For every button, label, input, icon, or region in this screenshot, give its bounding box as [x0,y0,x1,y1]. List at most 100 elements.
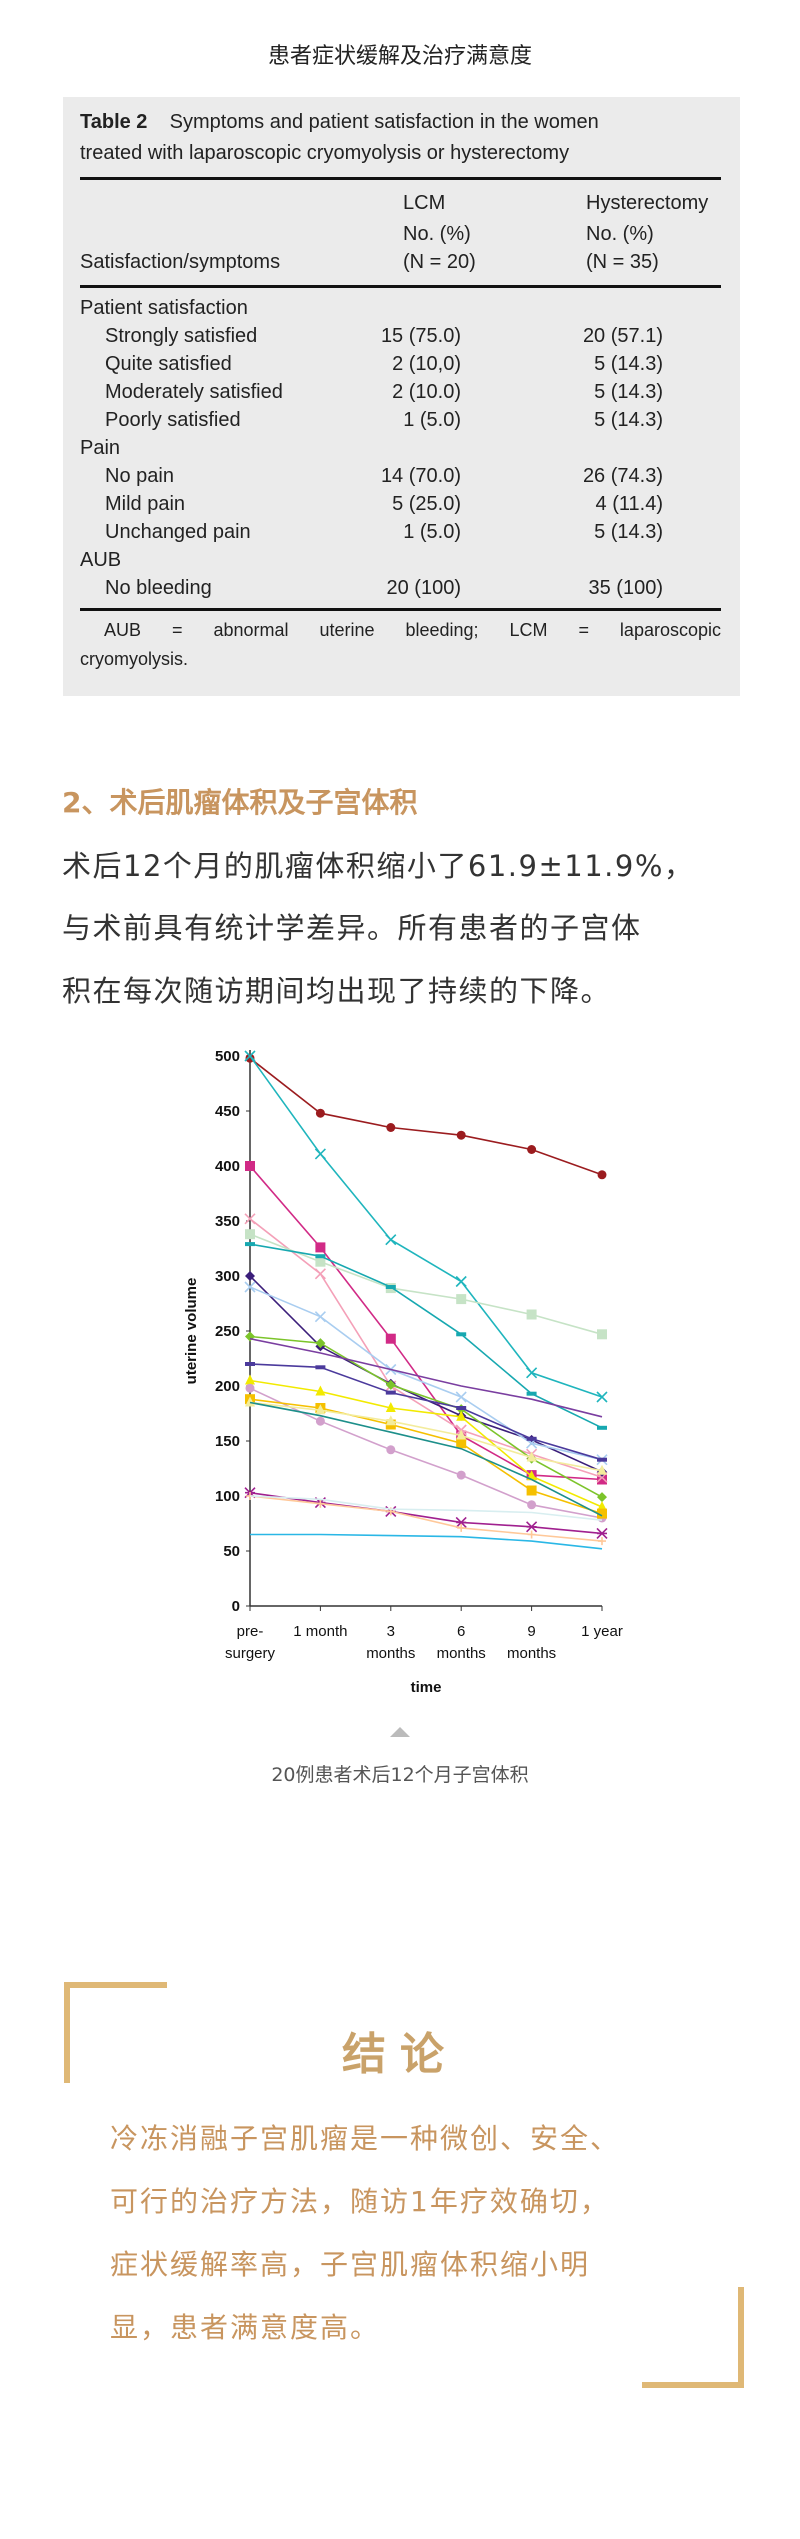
series-line [249,1401,603,1517]
conclusion-title: 结论 [342,2029,458,2080]
body-line: 积在每次随访期间均出现了持续的下降。 [62,974,612,1008]
series-line [249,1165,603,1481]
data-point [244,1213,256,1225]
data-point [314,1311,326,1323]
data-point [385,1234,397,1246]
series-line [249,1233,603,1336]
data-point [385,1415,396,1426]
data-point [385,1402,396,1412]
table-footnote-line2: cryomyolysis. [80,649,189,669]
series-line [249,1218,603,1479]
data-point [315,1365,326,1370]
x-axis-label: time [411,1679,442,1696]
table-cell-lcm: 2 (10.0) [392,381,461,403]
y-tick-label: 200 [215,1378,240,1395]
y-axis-label: uterine volume [183,1278,200,1385]
series-line [249,1286,603,1461]
data-point [456,1130,466,1140]
table-cell-hyst: 5 (14.3) [594,353,663,375]
table-2: Table 2 Symptoms and patient satisfactio… [63,97,740,696]
data-point [245,1242,255,1247]
data-point [385,1333,396,1344]
table-cell-hyst: 35 (100) [588,577,664,599]
table-cell-hyst: 20 (57.1) [582,325,663,347]
section-heading: 2、术后肌瘤体积及子宫体积 [62,786,418,819]
data-point [597,1492,607,1503]
data-point [456,1429,467,1440]
lcm-header-unit: No. (%) [403,223,471,245]
data-point [526,1309,537,1320]
y-tick-label: 250 [215,1323,240,1340]
data-point [455,1516,467,1528]
table-row-label: Unchanged pain [105,521,251,543]
conclusion-line: 显，患者满意度高。 [110,2311,381,2344]
bracket-top-left [64,1982,167,1988]
data-point [385,1285,396,1289]
table-cell-hyst: 5 (14.3) [594,381,663,403]
data-point [526,1521,538,1533]
series-line [249,1387,603,1519]
table-row-label: Mild pain [105,493,186,515]
data-point [527,1530,536,1539]
x-tick-label: 1 year [581,1623,623,1640]
x-tick-label: 1 month [293,1623,347,1640]
data-point [315,1416,325,1426]
data-point [315,1254,326,1259]
hyst-header-unit: No. (%) [586,223,654,245]
page-heading: 患者症状缓解及治疗满意度 [267,44,532,69]
data-point [456,1438,467,1449]
series-line [249,1243,603,1429]
table-row-label: Quite satisfied [105,353,232,375]
data-point [596,1391,608,1403]
table-rule-mid [80,285,721,288]
table-caption: Table 2 Symptoms and patient satisfactio… [80,111,599,134]
body-line: 术后12个月的肌瘤体积缩小了61.9±11.9%， [62,849,695,883]
data-point [385,1379,396,1390]
table-cell-lcm: 1 (5.0) [403,409,461,431]
data-point [526,1485,537,1496]
data-point [597,1501,607,1511]
x-tick-label: months [507,1645,556,1662]
x-tick-label: months [437,1645,486,1662]
conclusion-line: 症状缓解率高，子宫肌瘤体积缩小明 [110,2248,591,2281]
data-point [597,1508,607,1519]
body-line: 与术前具有统计学差异。所有患者的子宫体 [62,911,642,945]
data-point [385,1390,396,1395]
table-cell-hyst: 5 (14.3) [594,409,663,431]
series-line [249,1379,603,1508]
hyst-header-n: (N = 35) [586,251,659,273]
data-point [527,1500,537,1510]
y-tick-label: 100 [215,1488,240,1505]
x-tick-label: pre- [237,1623,264,1640]
x-tick-label: 3 [387,1623,395,1640]
data-point [245,1383,255,1393]
bracket-bottom-right [738,2287,744,2388]
data-point [244,1050,256,1062]
data-point [526,1391,537,1396]
data-point [245,1161,255,1171]
data-point [597,1457,607,1462]
table-cell-lcm: 2 (10,0) [392,353,461,375]
table-cell-lcm: 15 (75.0) [380,325,461,347]
data-point [314,1148,326,1160]
series-line [250,1533,603,1550]
data-point [315,1338,326,1349]
series-line [249,1495,603,1542]
hyst-header: Hysterectomy [586,192,709,214]
data-point [386,1445,396,1455]
table-row-label: No pain [105,465,174,487]
table-group-label: AUB [80,549,122,571]
table-row-label: Strongly satisfied [105,325,258,347]
table-footnote-line1: AUB = abnormal uterine bleeding; LCM = l… [104,620,721,640]
data-point [314,1268,326,1280]
series-line [249,1491,603,1535]
data-point [315,1242,326,1253]
table-caption-line2: treated with laparoscopic cryomyolysis o… [80,142,570,164]
caption-triangle-icon [390,1727,410,1737]
data-point [316,1499,325,1508]
conclusion-line: 可行的治疗方法，随访1年疗效确切， [110,2185,610,2218]
y-tick-label: 300 [215,1268,240,1285]
x-tick-label: 6 [457,1623,465,1640]
data-point [456,1332,467,1337]
lcm-header-n: (N = 20) [403,251,476,273]
